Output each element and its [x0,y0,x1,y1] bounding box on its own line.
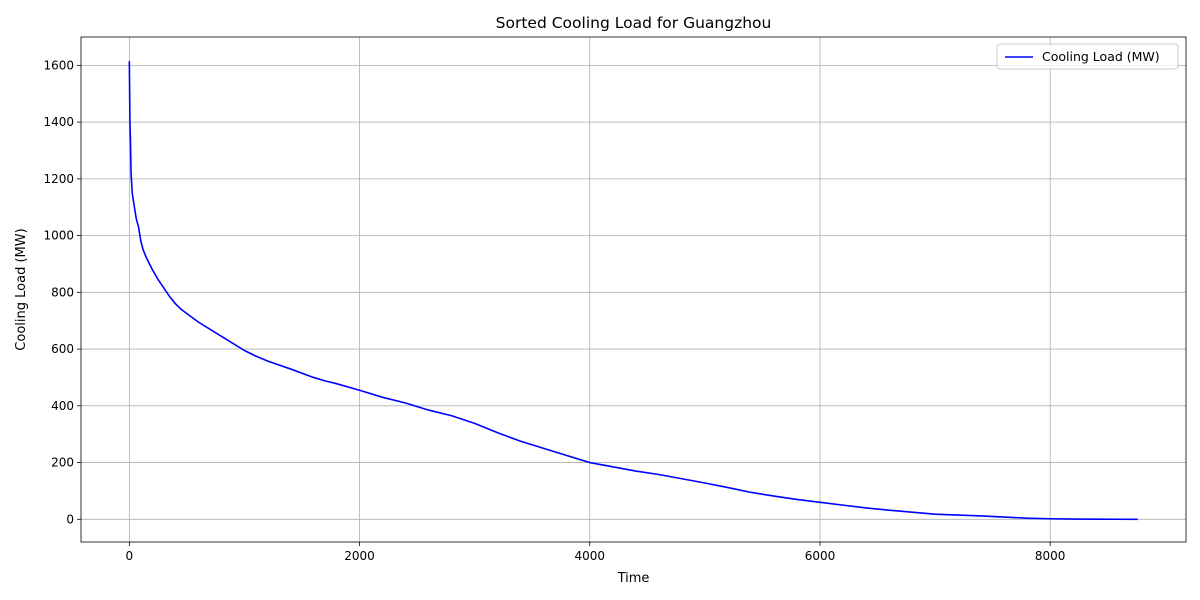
y-tick-label: 0 [66,512,74,526]
y-axis-label: Cooling Load (MW) [14,228,29,350]
chart-title: Sorted Cooling Load for Guangzhou [496,14,772,32]
x-axis-label: Time [617,571,650,586]
y-tick-label: 600 [51,342,74,356]
legend-label: Cooling Load (MW) [1042,49,1160,64]
y-tick-label: 200 [51,456,74,470]
series-layer [128,61,1138,521]
legend-box [996,43,1179,70]
y-tick-label: 400 [51,399,74,413]
x-tick-label: 6000 [805,549,836,563]
y-tick-label: 1600 [43,58,74,72]
x-tick-label: 4000 [574,549,605,563]
y-tick-label: 1400 [43,115,74,129]
ticks: 0 2000 4000 6000 8000 0 200 400 600 800 1000 1200 14… [43,58,1065,563]
x-tick-label: 0 [126,549,134,563]
y-tick-label: 800 [51,285,74,299]
x-tick-label: 2000 [344,549,375,563]
plot-frame [80,36,1187,543]
series-line-cooling-load [128,61,1138,521]
y-tick-label: 1200 [43,172,74,186]
x-tick-label: 8000 [1035,549,1066,563]
legend: Cooling Load (MW) [996,43,1179,70]
y-tick-label: 1000 [43,229,74,243]
